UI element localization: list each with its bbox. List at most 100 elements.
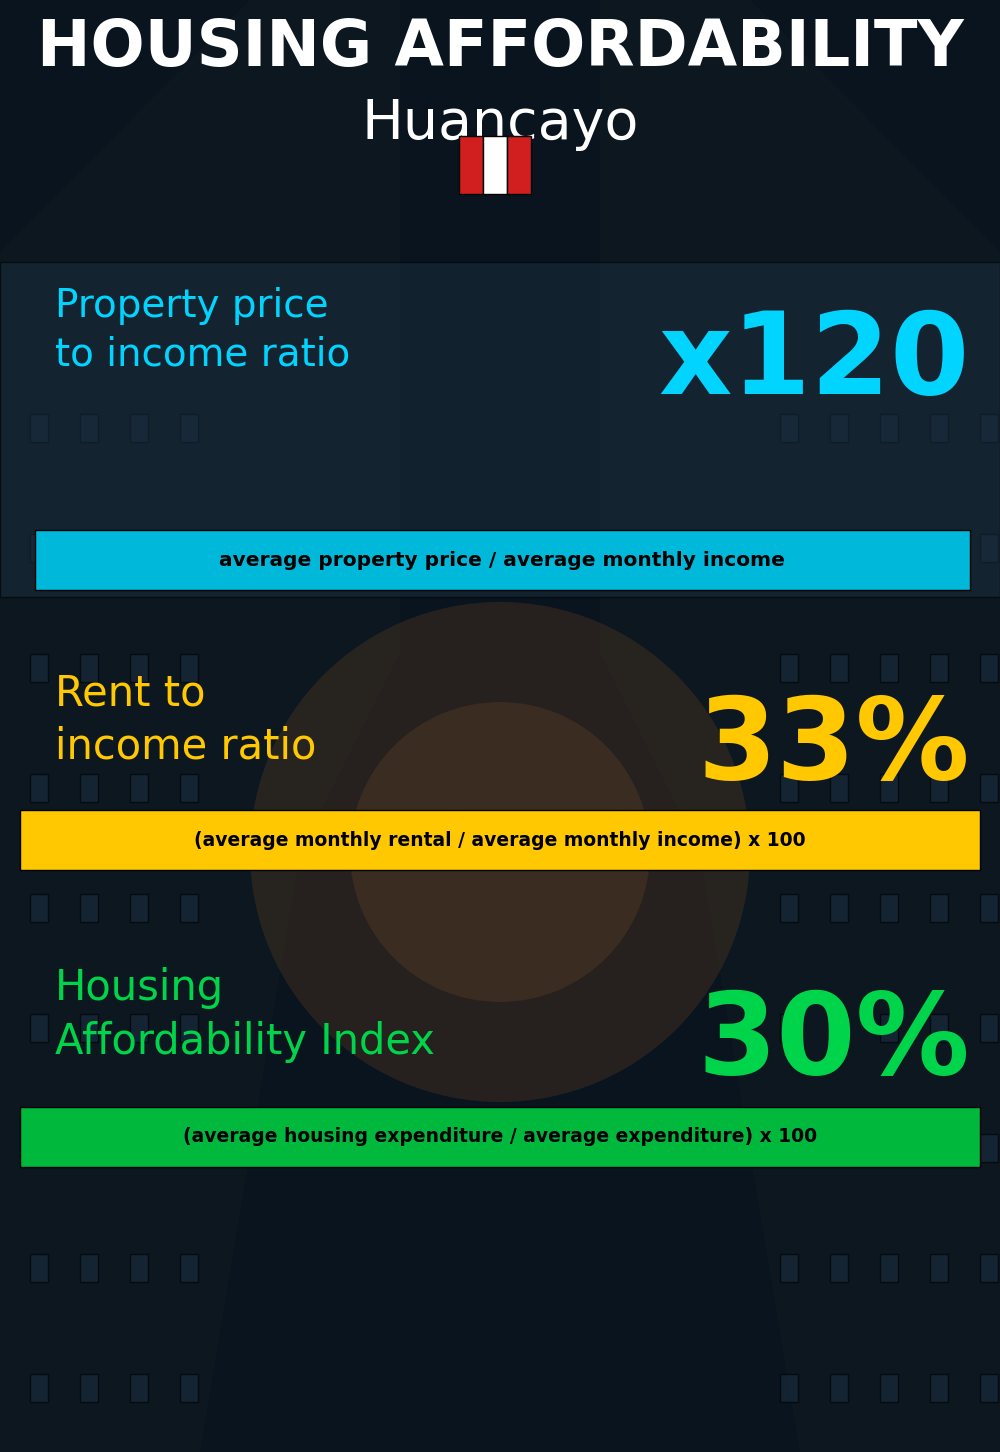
FancyBboxPatch shape xyxy=(30,1374,48,1403)
FancyBboxPatch shape xyxy=(930,1013,948,1043)
FancyBboxPatch shape xyxy=(930,534,948,562)
FancyBboxPatch shape xyxy=(80,534,98,562)
FancyBboxPatch shape xyxy=(180,1134,198,1162)
FancyBboxPatch shape xyxy=(80,1255,98,1282)
Polygon shape xyxy=(0,0,400,1452)
FancyBboxPatch shape xyxy=(830,1134,848,1162)
Text: average property price / average monthly income: average property price / average monthly… xyxy=(219,550,785,569)
FancyBboxPatch shape xyxy=(880,1013,898,1043)
FancyBboxPatch shape xyxy=(930,1255,948,1282)
Text: Property price
to income ratio: Property price to income ratio xyxy=(55,287,350,373)
FancyBboxPatch shape xyxy=(830,414,848,441)
FancyBboxPatch shape xyxy=(880,534,898,562)
FancyBboxPatch shape xyxy=(930,653,948,682)
FancyBboxPatch shape xyxy=(980,534,998,562)
FancyBboxPatch shape xyxy=(830,894,848,922)
FancyBboxPatch shape xyxy=(30,774,48,802)
FancyBboxPatch shape xyxy=(930,1374,948,1403)
FancyBboxPatch shape xyxy=(180,653,198,682)
FancyBboxPatch shape xyxy=(130,774,148,802)
Text: Rent to
income ratio: Rent to income ratio xyxy=(55,672,316,768)
FancyBboxPatch shape xyxy=(880,414,898,441)
FancyBboxPatch shape xyxy=(180,414,198,441)
Text: 33%: 33% xyxy=(697,693,970,803)
FancyBboxPatch shape xyxy=(780,1134,798,1162)
FancyBboxPatch shape xyxy=(980,1134,998,1162)
FancyBboxPatch shape xyxy=(483,136,507,195)
FancyBboxPatch shape xyxy=(780,414,798,441)
FancyBboxPatch shape xyxy=(130,1134,148,1162)
FancyBboxPatch shape xyxy=(130,894,148,922)
FancyBboxPatch shape xyxy=(930,894,948,922)
FancyBboxPatch shape xyxy=(930,414,948,441)
FancyBboxPatch shape xyxy=(180,894,198,922)
FancyBboxPatch shape xyxy=(830,1013,848,1043)
FancyBboxPatch shape xyxy=(980,653,998,682)
FancyBboxPatch shape xyxy=(980,1374,998,1403)
Text: (average monthly rental / average monthly income) x 100: (average monthly rental / average monthl… xyxy=(194,831,806,849)
FancyBboxPatch shape xyxy=(130,534,148,562)
FancyBboxPatch shape xyxy=(780,534,798,562)
FancyBboxPatch shape xyxy=(780,774,798,802)
FancyBboxPatch shape xyxy=(80,774,98,802)
FancyBboxPatch shape xyxy=(20,1106,980,1167)
Polygon shape xyxy=(600,0,1000,1452)
FancyBboxPatch shape xyxy=(830,1374,848,1403)
FancyBboxPatch shape xyxy=(780,894,798,922)
FancyBboxPatch shape xyxy=(780,1013,798,1043)
FancyBboxPatch shape xyxy=(30,1255,48,1282)
Text: HOUSING AFFORDABILITY: HOUSING AFFORDABILITY xyxy=(37,17,963,78)
Text: 30%: 30% xyxy=(697,987,970,1098)
FancyBboxPatch shape xyxy=(80,894,98,922)
FancyBboxPatch shape xyxy=(880,653,898,682)
FancyBboxPatch shape xyxy=(130,653,148,682)
FancyBboxPatch shape xyxy=(830,774,848,802)
Text: x120: x120 xyxy=(659,306,970,418)
FancyBboxPatch shape xyxy=(830,653,848,682)
FancyBboxPatch shape xyxy=(130,1255,148,1282)
FancyBboxPatch shape xyxy=(980,1013,998,1043)
FancyBboxPatch shape xyxy=(130,414,148,441)
FancyBboxPatch shape xyxy=(980,414,998,441)
FancyBboxPatch shape xyxy=(30,653,48,682)
Text: Huancayo: Huancayo xyxy=(361,97,639,151)
FancyBboxPatch shape xyxy=(930,1134,948,1162)
FancyBboxPatch shape xyxy=(0,261,1000,597)
FancyBboxPatch shape xyxy=(130,1374,148,1403)
FancyBboxPatch shape xyxy=(980,894,998,922)
FancyBboxPatch shape xyxy=(80,1134,98,1162)
FancyBboxPatch shape xyxy=(980,774,998,802)
FancyBboxPatch shape xyxy=(180,534,198,562)
FancyBboxPatch shape xyxy=(180,1374,198,1403)
FancyBboxPatch shape xyxy=(30,1013,48,1043)
FancyBboxPatch shape xyxy=(880,774,898,802)
FancyBboxPatch shape xyxy=(130,1013,148,1043)
FancyBboxPatch shape xyxy=(507,136,531,195)
FancyBboxPatch shape xyxy=(980,1255,998,1282)
FancyBboxPatch shape xyxy=(780,1374,798,1403)
FancyBboxPatch shape xyxy=(80,414,98,441)
FancyBboxPatch shape xyxy=(80,1374,98,1403)
FancyBboxPatch shape xyxy=(30,414,48,441)
FancyBboxPatch shape xyxy=(35,530,970,590)
FancyBboxPatch shape xyxy=(880,1374,898,1403)
Circle shape xyxy=(250,603,750,1102)
FancyBboxPatch shape xyxy=(780,653,798,682)
FancyBboxPatch shape xyxy=(30,894,48,922)
FancyBboxPatch shape xyxy=(830,534,848,562)
Text: Housing
Affordability Index: Housing Affordability Index xyxy=(55,967,435,1063)
FancyBboxPatch shape xyxy=(30,534,48,562)
FancyBboxPatch shape xyxy=(780,1255,798,1282)
FancyBboxPatch shape xyxy=(880,1255,898,1282)
FancyBboxPatch shape xyxy=(180,774,198,802)
FancyBboxPatch shape xyxy=(80,653,98,682)
FancyBboxPatch shape xyxy=(880,1134,898,1162)
FancyBboxPatch shape xyxy=(80,1013,98,1043)
FancyBboxPatch shape xyxy=(930,774,948,802)
FancyBboxPatch shape xyxy=(30,1134,48,1162)
FancyBboxPatch shape xyxy=(830,1255,848,1282)
FancyBboxPatch shape xyxy=(459,136,483,195)
FancyBboxPatch shape xyxy=(180,1013,198,1043)
FancyBboxPatch shape xyxy=(880,894,898,922)
Circle shape xyxy=(350,701,650,1002)
